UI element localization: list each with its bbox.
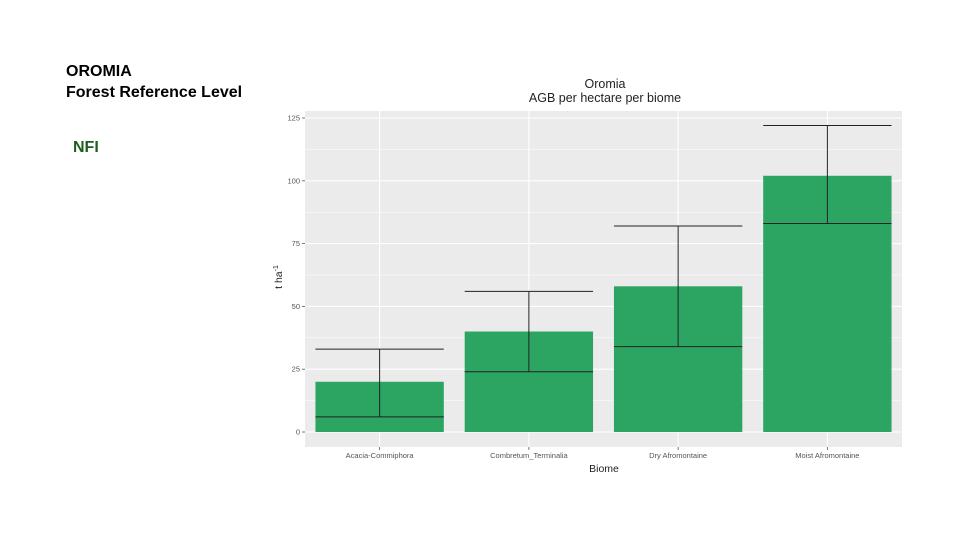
y-tick-label: 125 bbox=[287, 114, 300, 123]
error-bar-layer bbox=[315, 125, 892, 418]
nfi-label: NFI bbox=[73, 139, 99, 156]
y-axis-label: t ha-1 bbox=[273, 265, 285, 289]
chart-subtitle: AGB per hectare per biome bbox=[529, 91, 681, 105]
slide-title-line2: Forest Reference Level bbox=[66, 84, 243, 101]
y-axis-label-main: t ha bbox=[273, 271, 285, 289]
y-tick-label: 0 bbox=[296, 428, 300, 437]
x-tick-layer: Acacia-Commiphora Combretum_Terminalia Dry… bbox=[346, 447, 859, 460]
slide-title-line1: OROMIA bbox=[66, 63, 132, 80]
x-tick-label: Acacia-Commiphora bbox=[346, 451, 415, 460]
y-tick-label: 100 bbox=[287, 176, 300, 185]
x-tick-label: Dry Afromontaine bbox=[649, 451, 707, 460]
slide-title: OROMIA Forest Reference Level bbox=[66, 61, 242, 103]
y-tick-layer: 0 25 50 75 100 125 bbox=[287, 114, 305, 437]
y-tick-label: 25 bbox=[292, 365, 300, 374]
x-axis-label: Biome bbox=[589, 463, 619, 475]
y-axis-label-sup: -1 bbox=[273, 265, 280, 271]
x-tick-label: Combretum_Terminalia bbox=[490, 451, 568, 460]
x-tick-label: Moist Afromontaine bbox=[795, 451, 859, 460]
y-tick-label: 50 bbox=[292, 302, 300, 311]
y-tick-label: 75 bbox=[292, 239, 300, 248]
chart-title: Oromia bbox=[585, 77, 626, 91]
